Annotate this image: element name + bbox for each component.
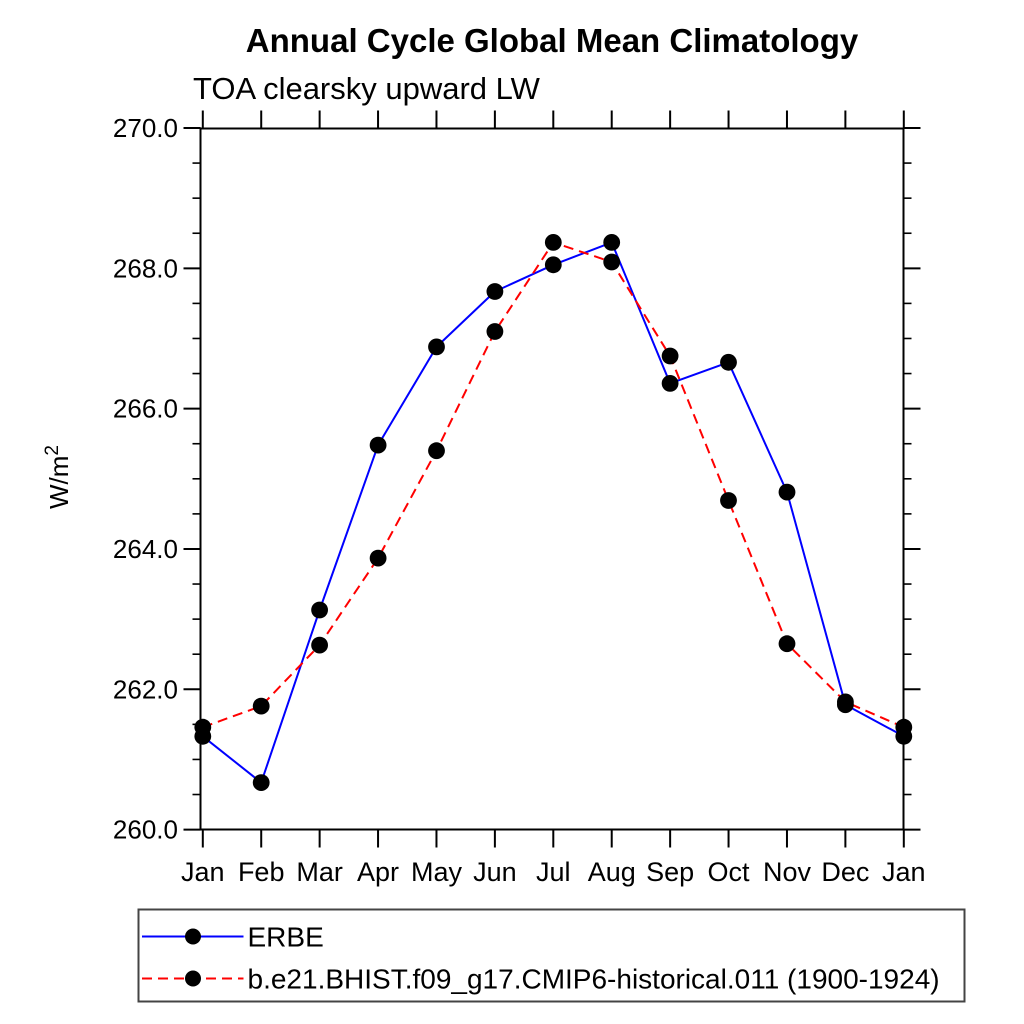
series-markers — [194, 234, 913, 791]
legend-marker — [185, 928, 201, 945]
y-tick-label: 268.0 — [113, 253, 178, 283]
series-line-1 — [202, 241, 905, 729]
x-tick-label: Apr — [357, 857, 399, 887]
legend-item: b.e21.BHIST.f09_g17.CMIP6-historical.011… — [142, 964, 940, 995]
x-tick-label: Jan — [181, 857, 225, 887]
y-tick-label: 270.0 — [113, 113, 178, 143]
legend-box — [137, 908, 966, 1003]
y-axis-ticks-left — [183, 127, 201, 831]
data-point — [603, 253, 621, 271]
y-axis-tick-labels: 260.0 262.0 264.0 266.0 268.0 270.0 — [113, 113, 178, 845]
plot-frame — [199, 127, 905, 831]
data-point — [194, 718, 212, 736]
x-tick-label: Jun — [473, 857, 517, 887]
data-point — [661, 347, 679, 365]
chart-subtitle: TOA clearsky upward LW — [193, 71, 541, 106]
data-point — [252, 774, 270, 791]
x-tick-label: Aug — [588, 857, 636, 887]
data-point — [661, 375, 679, 392]
data-point — [252, 697, 270, 715]
data-point — [428, 442, 445, 460]
x-tick-label: Mar — [296, 857, 343, 887]
x-tick-label: Jan — [882, 857, 926, 887]
x-tick-label: Feb — [238, 857, 285, 887]
data-point — [369, 436, 387, 454]
data-point — [544, 234, 562, 251]
y-tick-label: 262.0 — [113, 674, 178, 704]
y-tick-label: 266.0 — [113, 394, 178, 424]
data-point — [837, 693, 854, 711]
data-point — [895, 718, 913, 736]
data-point — [486, 283, 504, 300]
y-tick-label: 260.0 — [113, 815, 178, 845]
data-point — [369, 549, 387, 567]
legend-label: ERBE — [248, 922, 324, 953]
chart-title: Annual Cycle Global Mean Climatology — [246, 22, 859, 59]
x-tick-label: Nov — [763, 857, 812, 887]
data-point — [311, 601, 328, 619]
x-axis-tick-labels: Jan Feb Mar Apr May Jun Jul Aug Sep Oct Nov Dec Jan — [181, 857, 926, 887]
data-point — [778, 483, 796, 501]
x-tick-label: Dec — [821, 857, 869, 887]
legend-item: ERBE — [142, 922, 324, 953]
y-axis-ticks-right — [903, 127, 921, 831]
data-point — [544, 256, 562, 274]
data-point — [603, 234, 621, 251]
series-line-0 — [202, 241, 905, 784]
y-axis-label: W/m2 — [42, 445, 74, 509]
data-point — [428, 338, 445, 356]
y-axis-label-superscript: 2 — [42, 445, 63, 456]
x-tick-label: May — [411, 857, 463, 887]
legend-items: ERBE b.e21.BHIST.f09_g17.CMIP6-historical… — [142, 922, 940, 995]
x-tick-label: Jul — [536, 857, 571, 887]
data-point — [486, 323, 504, 340]
y-tick-label: 264.0 — [113, 534, 178, 564]
legend-label: b.e21.BHIST.f09_g17.CMIP6-historical.011… — [248, 964, 940, 995]
data-point — [720, 353, 737, 371]
data-point — [720, 492, 737, 509]
series-lines — [202, 241, 905, 784]
y-axis-label-base: W/m — [44, 456, 74, 509]
x-axis-ticks-top — [201, 110, 905, 129]
data-point — [778, 635, 796, 653]
x-tick-label: Oct — [708, 857, 751, 887]
x-axis-ticks-bottom — [201, 829, 905, 848]
data-point — [311, 636, 328, 654]
legend-marker — [185, 970, 201, 987]
x-tick-label: Sep — [646, 857, 694, 887]
